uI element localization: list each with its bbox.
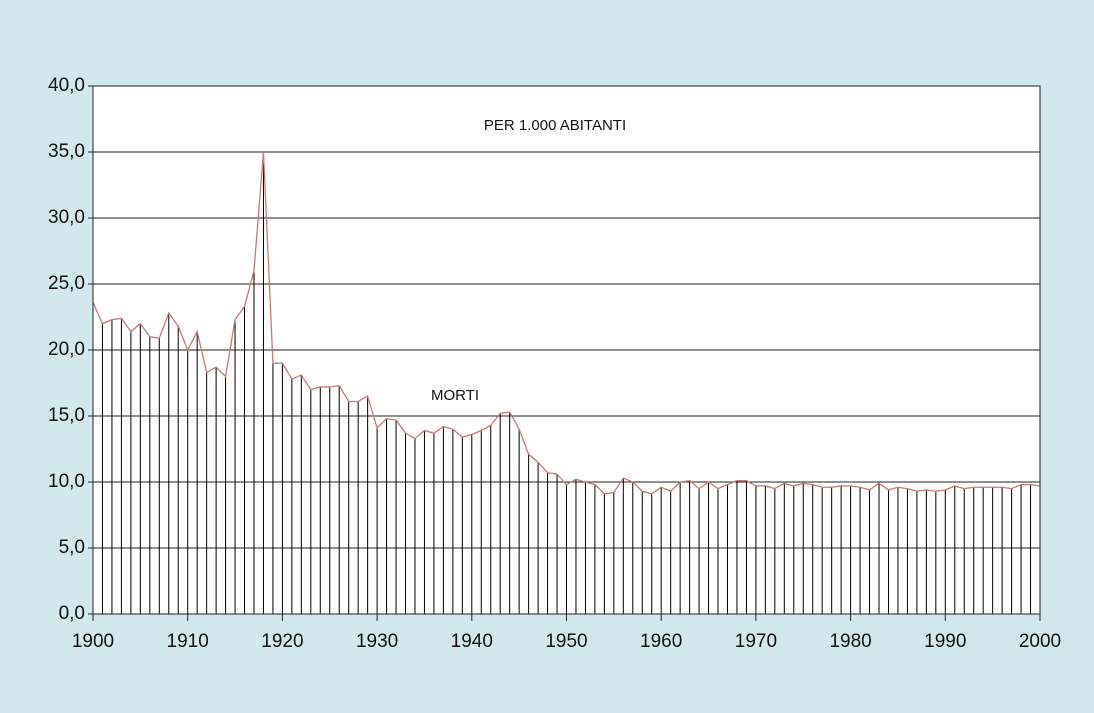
- y-tick-label: 25,0: [48, 273, 85, 294]
- annotation: MORTI: [431, 387, 479, 404]
- x-tick-label: 1960: [640, 631, 682, 652]
- x-tick-label: 1950: [545, 631, 587, 652]
- x-tick-label: 1900: [72, 631, 114, 652]
- x-tick-label: 1940: [451, 631, 493, 652]
- x-tick-label: 1980: [829, 631, 871, 652]
- y-tick-label: 15,0: [48, 405, 85, 426]
- y-tick-label: 20,0: [48, 339, 85, 360]
- data-line: [92, 151, 1041, 495]
- x-tick-label: 1970: [735, 631, 777, 652]
- y-tick-label: 35,0: [48, 141, 85, 162]
- y-tick-label: 40,0: [48, 75, 85, 96]
- plot-frame: [92, 85, 1041, 615]
- y-tick-label: 10,0: [48, 471, 85, 492]
- annotation: PER 1.000 ABITANTI: [484, 117, 626, 134]
- x-tick-label: 1910: [167, 631, 209, 652]
- x-tick-label: 1920: [261, 631, 303, 652]
- x-tick-label: 2000: [1019, 631, 1061, 652]
- y-tick-label: 30,0: [48, 207, 85, 228]
- x-tick-label: 1990: [924, 631, 966, 652]
- x-tick-label: 1930: [356, 631, 398, 652]
- y-tick-label: 5,0: [59, 537, 85, 558]
- y-tick-label: 0,0: [59, 603, 85, 624]
